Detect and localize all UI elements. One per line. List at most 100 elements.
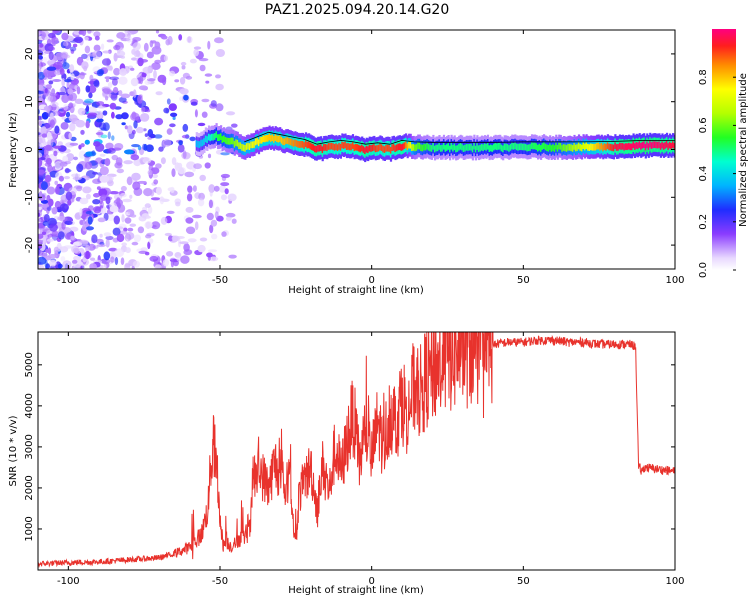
spectrogram-speckle	[231, 123, 238, 128]
spectrogram-speckle	[215, 49, 225, 57]
spectrogram-speckle	[133, 234, 142, 243]
spectrogram-speckle	[214, 37, 224, 44]
spectrogram-speckle	[60, 203, 69, 212]
ridge-segment	[635, 142, 638, 149]
ridge-segment	[673, 142, 675, 150]
ridge-segment	[206, 136, 209, 143]
spectrogram-speckle	[46, 186, 56, 195]
spectrogram-speckle	[193, 48, 199, 57]
ridge-segment	[351, 142, 355, 149]
spectrogram-speckle	[92, 199, 101, 205]
ridge-segment	[534, 142, 537, 150]
spectrogram-speckle	[108, 147, 114, 152]
ridge-segment	[392, 143, 396, 151]
colorbar-tick-label: 0.2	[698, 214, 709, 230]
ridge-segment	[535, 143, 538, 150]
spectrogram-speckle	[170, 186, 175, 193]
ridge-segment	[309, 142, 312, 150]
ridge-segment	[577, 142, 581, 150]
ridge-segment	[300, 141, 303, 148]
spectrogram-speckle	[70, 235, 75, 241]
ridge-segment	[490, 144, 493, 152]
ridge-segment	[652, 141, 655, 149]
ridge-segment	[441, 144, 444, 152]
ridge-segment	[265, 135, 268, 142]
spectrogram-speckle	[207, 40, 211, 50]
ridge-segment	[201, 139, 204, 147]
ridge-segment	[220, 133, 223, 140]
spectrogram-speckle	[113, 67, 121, 76]
spectrogram-speckle	[149, 255, 159, 262]
spectrogram-speckle	[180, 255, 190, 264]
spectrogram-speckle	[225, 111, 236, 116]
ridge-segment	[658, 141, 661, 149]
spectrogram-speckle	[151, 62, 161, 70]
ridge-segment	[550, 145, 553, 152]
spectrogram-x-tick-label: -100	[57, 275, 80, 286]
spectrogram-speckle	[215, 103, 224, 112]
ridge-segment	[497, 143, 500, 150]
ridge-segment	[649, 140, 652, 148]
spectrogram-speckle	[109, 65, 113, 72]
ridge-segment	[333, 144, 336, 151]
spectrogram-speckle	[131, 172, 141, 181]
spectrogram-speckle	[119, 68, 127, 76]
ridge-segment	[260, 136, 264, 144]
ridge-segment	[247, 142, 250, 150]
spectrogram-y-tick-label: 10	[24, 95, 35, 108]
spectrogram-speckle	[122, 198, 132, 203]
ridge-segment	[388, 145, 391, 152]
spectrogram-speckle	[46, 107, 50, 114]
ridge-segment	[371, 144, 374, 152]
ridge-segment	[332, 143, 335, 150]
ridge-segment	[289, 138, 292, 146]
spectrogram-speckle	[125, 232, 135, 240]
spectrogram-speckle	[132, 42, 141, 51]
ridge-segment	[505, 143, 508, 151]
spectrogram-speckle	[85, 244, 90, 253]
ridge-segment	[541, 143, 544, 150]
ridge-segment	[306, 141, 309, 149]
ridge-segment	[502, 145, 505, 153]
ridge-segment	[628, 142, 631, 150]
spectrogram-speckle	[99, 153, 106, 157]
spectrogram-speckle	[124, 125, 128, 130]
spectrogram-speckle	[105, 235, 114, 241]
ridge-segment	[377, 144, 380, 152]
spectrogram-speckle	[179, 241, 189, 245]
spectrogram-speckle	[154, 117, 164, 126]
spectrogram-speckle	[65, 111, 71, 118]
spectrogram-speckle	[192, 214, 202, 219]
ridge-segment	[547, 145, 550, 152]
ridge-segment	[512, 143, 515, 150]
ridge-segment	[312, 144, 315, 151]
snr-x-tick-label: 0	[368, 576, 374, 587]
ridge-segment	[361, 144, 364, 152]
spectrogram-speckle	[169, 123, 176, 128]
ridge-segment	[433, 145, 437, 153]
ridge-segment	[403, 142, 406, 150]
spectrogram-speckle	[144, 133, 149, 138]
spectrogram-speckle	[182, 72, 190, 79]
ridge-segment	[386, 144, 389, 152]
ridge-segment	[432, 143, 435, 150]
spectrogram-speckle	[178, 34, 183, 41]
ridge-segment	[329, 143, 332, 150]
spectrogram-speckle	[161, 35, 168, 40]
ridge-segment	[236, 139, 239, 147]
ridge-segment	[597, 142, 600, 150]
ridge-segment	[477, 145, 480, 153]
spectrogram-speckle	[199, 174, 206, 182]
spectrogram-speckle	[120, 185, 127, 192]
ridge-segment	[204, 135, 207, 143]
ridge-segment	[362, 146, 365, 153]
ridge-segment	[503, 143, 506, 151]
spectrogram-speckle	[89, 263, 97, 269]
spectrogram-speckle	[166, 98, 171, 105]
spectrogram-speckle	[130, 77, 139, 87]
ridge-segment	[556, 144, 559, 152]
ridge-segment	[207, 133, 211, 141]
spectrogram-speckle	[189, 136, 196, 142]
ridge-segment	[359, 145, 362, 153]
colorbar-gradient	[712, 29, 736, 270]
